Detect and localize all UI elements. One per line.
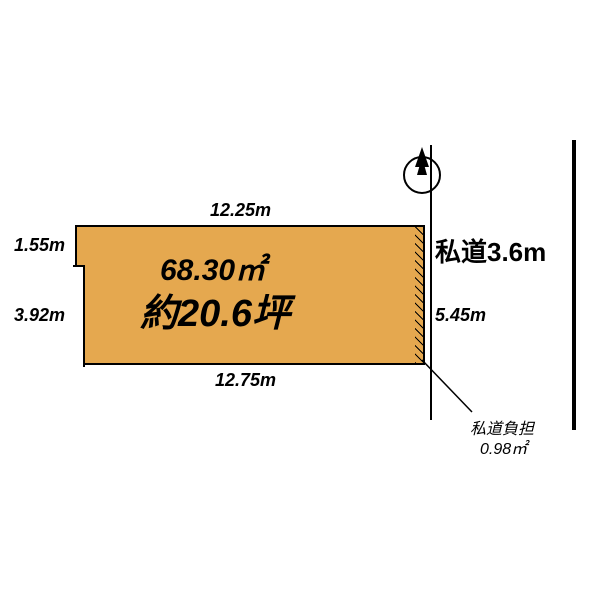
burden-label-2: 0.98㎡ (480, 435, 527, 459)
diagram-canvas: 12.25m 12.75m 1.55m 3.92m 5.45m 68.30㎡ 約… (0, 0, 600, 600)
burden-leader (0, 0, 600, 600)
